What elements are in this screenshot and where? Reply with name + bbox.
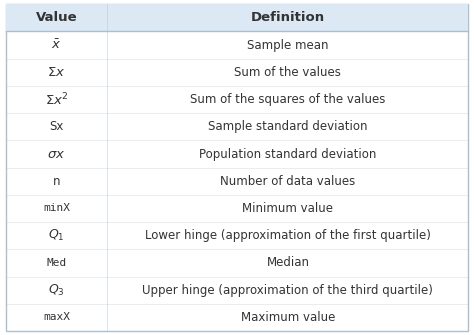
Text: minX: minX: [43, 203, 70, 213]
Text: maxX: maxX: [43, 312, 70, 322]
Text: Number of data values: Number of data values: [220, 175, 356, 188]
Text: Minimum value: Minimum value: [242, 202, 333, 215]
Text: Sum of the squares of the values: Sum of the squares of the values: [190, 93, 385, 106]
Text: $Q_3$: $Q_3$: [48, 283, 65, 298]
Text: $\Sigma x^2$: $\Sigma x^2$: [45, 91, 68, 108]
Text: Value: Value: [36, 11, 77, 24]
Bar: [6, 4, 468, 31]
Text: Sample mean: Sample mean: [247, 39, 328, 52]
Text: Upper hinge (approximation of the third quartile): Upper hinge (approximation of the third …: [143, 284, 433, 296]
Text: Lower hinge (approximation of the first quartile): Lower hinge (approximation of the first …: [145, 229, 431, 242]
Text: $\bar{x}$: $\bar{x}$: [51, 38, 62, 52]
Text: $\sigma x$: $\sigma x$: [47, 147, 66, 160]
Text: Med: Med: [46, 258, 67, 268]
Text: $\Sigma x$: $\Sigma x$: [47, 66, 66, 79]
FancyBboxPatch shape: [6, 4, 468, 331]
Text: Definition: Definition: [251, 11, 325, 24]
Text: Sample standard deviation: Sample standard deviation: [208, 120, 368, 133]
Text: Sx: Sx: [49, 120, 64, 133]
Text: $Q_1$: $Q_1$: [48, 228, 65, 243]
Text: Maximum value: Maximum value: [241, 311, 335, 324]
Text: Sum of the values: Sum of the values: [235, 66, 341, 79]
Text: Population standard deviation: Population standard deviation: [199, 147, 376, 160]
Text: n: n: [53, 175, 60, 188]
Text: Median: Median: [266, 256, 310, 269]
